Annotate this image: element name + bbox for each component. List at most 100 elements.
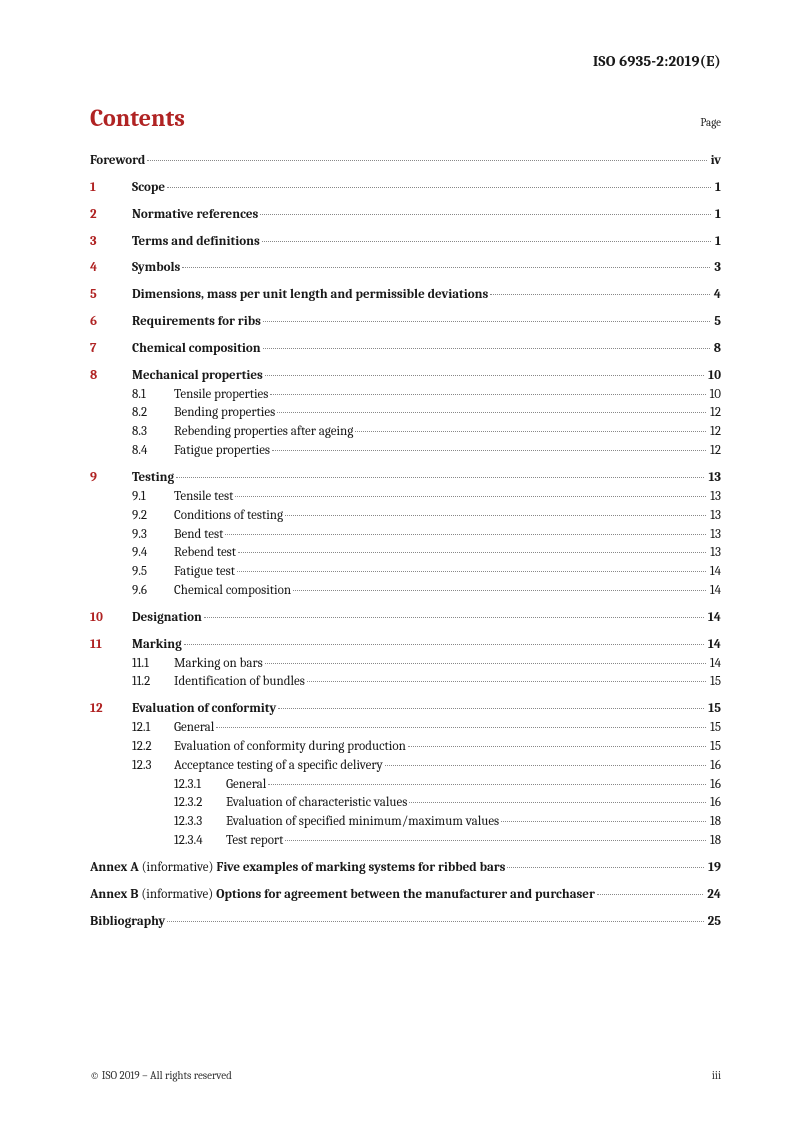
toc-entry-page: 15 <box>708 738 721 757</box>
toc-entry-title: Fatigue properties <box>174 442 270 461</box>
toc-entry-title: Designation <box>132 609 202 628</box>
toc-entry-title: Acceptance testing of a specific deliver… <box>174 757 383 776</box>
toc-entry-title: Foreword <box>90 152 145 171</box>
toc-leader <box>265 663 706 664</box>
toc-sub-number: 8.4 <box>132 442 174 461</box>
toc-row: 11Marking14 <box>90 636 721 655</box>
toc-sub-number: 12.3.3 <box>174 813 226 832</box>
toc-row: 12.3Acceptance testing of a specific del… <box>90 757 721 776</box>
toc-entry-page: 14 <box>708 582 721 601</box>
toc-row: 8Mechanical properties10 <box>90 367 721 386</box>
toc-entry-title: Bending properties <box>174 404 275 423</box>
toc-leader <box>147 160 706 161</box>
toc-entry-title: Evaluation of specified minimum/maximum … <box>226 813 499 832</box>
toc-sub-number: 12.3.4 <box>174 832 226 851</box>
document-id: ISO 6935-2:2019(E) <box>90 52 721 70</box>
toc-row: 6Requirements for ribs5 <box>90 313 721 332</box>
toc-leader <box>408 746 706 747</box>
toc-leader <box>235 496 706 497</box>
toc-sub-number: 9.6 <box>132 582 174 601</box>
toc-entry-page: 15 <box>708 719 721 738</box>
toc-entry-title: Mechanical properties <box>132 367 263 386</box>
toc-leader <box>285 515 706 516</box>
toc-row: Foreword iv <box>90 152 721 171</box>
toc-leader <box>385 765 706 766</box>
toc-leader <box>409 802 706 803</box>
toc-entry-title: Bibliography <box>90 913 165 932</box>
toc-row: 12.3.1General16 <box>90 776 721 795</box>
toc-entry-title: Evaluation of conformity <box>132 700 276 719</box>
toc-entry-title: Requirements for ribs <box>132 313 261 332</box>
toc-leader <box>262 241 711 242</box>
toc-entry-page: 15 <box>708 673 721 692</box>
toc-entry-title: Terms and definitions <box>132 233 260 252</box>
toc-sub-number: 12.3.1 <box>174 776 226 795</box>
toc-entry-title: Marking <box>132 636 182 655</box>
toc-row: 2Normative references1 <box>90 206 721 225</box>
toc-entry-page: 18 <box>708 813 721 832</box>
page-number: iii <box>712 1069 721 1082</box>
toc-leader <box>225 534 706 535</box>
toc-entry-page: 15 <box>706 700 721 719</box>
toc-entry-title: Testing <box>132 469 174 488</box>
toc-leader <box>204 617 704 618</box>
toc-entry-page: 14 <box>708 563 721 582</box>
toc-row: Annex A (informative) Five examples of m… <box>90 859 721 878</box>
toc-entry-page: 12 <box>708 442 721 461</box>
toc-leader <box>490 294 709 295</box>
toc-entry-page: 16 <box>708 794 721 813</box>
toc-entry-page: 24 <box>705 886 721 905</box>
toc-leader <box>176 477 704 478</box>
toc-leader <box>263 321 710 322</box>
toc-section-number: 10 <box>90 609 132 628</box>
toc-row: 11.2Identification of bundles15 <box>90 673 721 692</box>
toc-section-number: 1 <box>90 179 132 198</box>
toc-row: 11.1Marking on bars14 <box>90 655 721 674</box>
toc-row: 9.6Chemical composition 14 <box>90 582 721 601</box>
toc-entry-title: Annex A (informative) Five examples of m… <box>90 859 505 878</box>
toc-leader <box>216 727 706 728</box>
page-column-label: Page <box>700 116 721 129</box>
toc-sub-number: 9.2 <box>132 507 174 526</box>
toc-entry-title: Bend test <box>174 526 223 545</box>
toc-entry-page: iv <box>709 152 721 171</box>
toc-sub-number: 12.3.2 <box>174 794 226 813</box>
toc-sub-number: 9.5 <box>132 563 174 582</box>
toc-row: 12Evaluation of conformity 15 <box>90 700 721 719</box>
toc-row: 4Symbols3 <box>90 259 721 278</box>
toc-entry-page: 12 <box>708 404 721 423</box>
toc-entry-title: Tensile test <box>174 488 233 507</box>
toc-leader <box>270 394 705 395</box>
table-of-contents: Forewordiv1Scope12Normative references13… <box>90 152 721 932</box>
toc-sub-number: 8.2 <box>132 404 174 423</box>
toc-section-number: 2 <box>90 206 132 225</box>
toc-leader <box>293 590 706 591</box>
toc-section-number: 8 <box>90 367 132 386</box>
toc-section-number: 12 <box>90 700 132 719</box>
toc-entry-title: Chemical composition <box>174 582 291 601</box>
toc-row: 9.1Tensile test13 <box>90 488 721 507</box>
toc-row: Annex B (informative) Options for agreem… <box>90 886 721 905</box>
toc-entry-page: 1 <box>713 206 721 225</box>
toc-entry-page: 19 <box>706 859 721 878</box>
toc-section-number: 6 <box>90 313 132 332</box>
toc-row: 12.3.3Evaluation of specified minimum/ma… <box>90 813 721 832</box>
toc-leader <box>237 571 706 572</box>
toc-leader <box>167 187 711 188</box>
toc-entry-page: 14 <box>708 655 721 674</box>
toc-section-number: 4 <box>90 259 132 278</box>
toc-row: 8.2Bending properties 12 <box>90 404 721 423</box>
toc-leader <box>277 412 706 413</box>
toc-entry-title: Rebending properties after ageing <box>174 423 353 442</box>
toc-row: 10Designation14 <box>90 609 721 628</box>
toc-entry-page: 13 <box>706 469 721 488</box>
toc-section-number: 9 <box>90 469 132 488</box>
toc-entry-page: 10 <box>708 386 721 405</box>
toc-entry-title: Evaluation of conformity during producti… <box>174 738 406 757</box>
toc-entry-page: 18 <box>708 832 721 851</box>
toc-entry-title: Dimensions, mass per unit length and per… <box>132 286 488 305</box>
toc-leader <box>268 784 706 785</box>
toc-row: 12.1General15 <box>90 719 721 738</box>
toc-sub-number: 12.2 <box>132 738 174 757</box>
toc-entry-title: Conditions of testing <box>174 507 283 526</box>
